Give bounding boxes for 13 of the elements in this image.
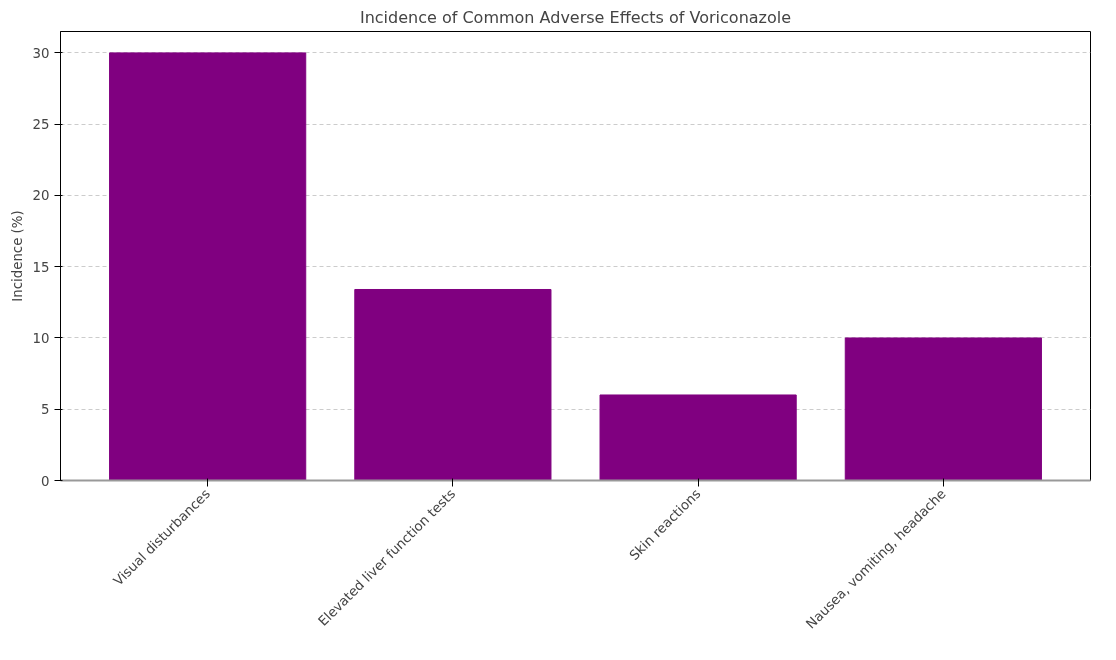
y-tick-label: 25 bbox=[32, 117, 50, 133]
chart-title: Incidence of Common Adverse Effects of Voriconazole bbox=[359, 7, 792, 27]
bar bbox=[599, 394, 797, 481]
bar bbox=[354, 289, 552, 481]
y-tick-label: 10 bbox=[32, 330, 50, 346]
y-tick-label: 20 bbox=[32, 188, 50, 204]
y-tick-label: 30 bbox=[32, 45, 50, 61]
y-axis-title: Incidence (%) bbox=[9, 210, 25, 302]
y-tick-label: 5 bbox=[41, 402, 50, 418]
y-tick-label: 15 bbox=[32, 259, 50, 275]
bar bbox=[844, 337, 1042, 481]
y-tick-label: 0 bbox=[41, 473, 50, 489]
bar bbox=[109, 52, 307, 481]
